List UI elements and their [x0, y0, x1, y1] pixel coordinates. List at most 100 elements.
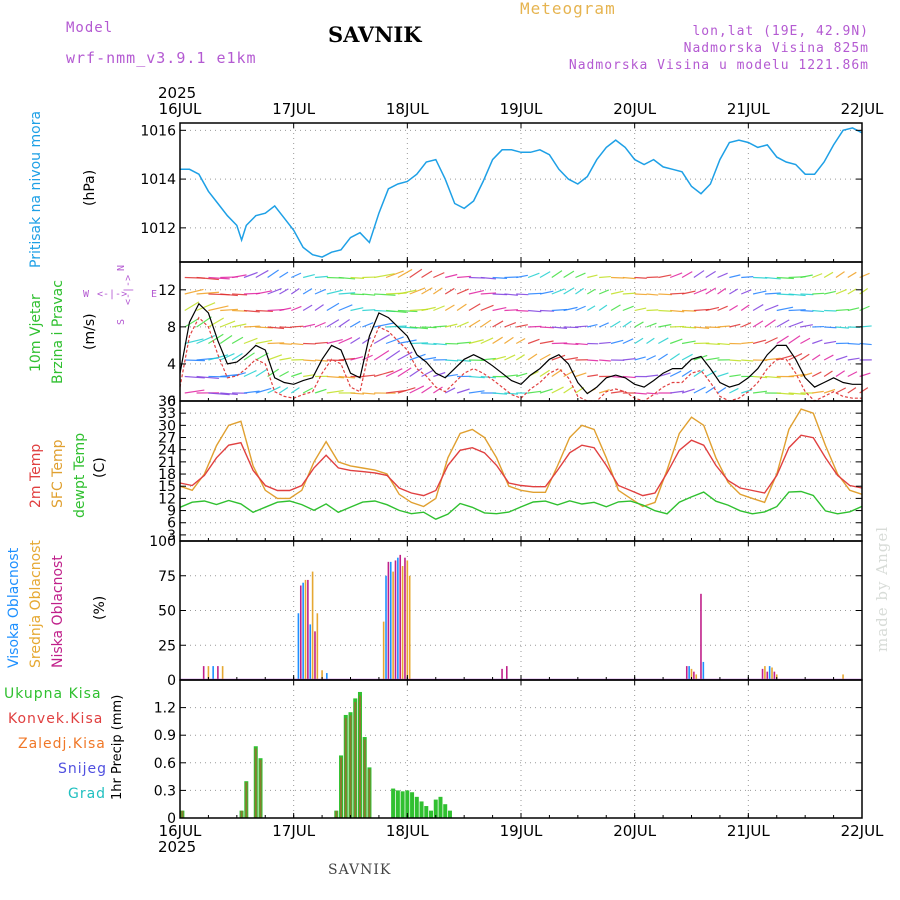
- wind-vector: [527, 272, 540, 279]
- wind-vector: [812, 390, 824, 394]
- wind-vector: [658, 293, 672, 296]
- wind-vector: [444, 287, 455, 295]
- coords-label: lon,lat (19E, 42.9N): [692, 24, 869, 39]
- wind-vector: [599, 341, 611, 345]
- wind-vector: [539, 340, 554, 345]
- wind-vector: [267, 269, 279, 278]
- wind-vector: [409, 385, 425, 394]
- location-title: SAVNIK: [328, 22, 422, 47]
- pressure-tick-label: 1014: [140, 172, 176, 188]
- wind-vector: [232, 293, 248, 296]
- wind-vector: [835, 289, 847, 295]
- wind-vector: [409, 326, 428, 330]
- wind-vector: [729, 374, 741, 378]
- x-tick-label-top: 20JUL: [613, 100, 656, 118]
- wind-vector: [551, 354, 566, 361]
- wind-vector: [338, 276, 356, 280]
- wind-vector: [658, 337, 669, 345]
- wind-vector: [681, 388, 695, 394]
- wind-vector: [433, 287, 443, 295]
- wind-vector: [610, 276, 625, 279]
- wind-vector: [682, 309, 697, 312]
- wind-vector: [338, 357, 356, 361]
- wind-vector: [669, 338, 683, 345]
- wind-vector: [255, 387, 272, 394]
- wind-vector: [847, 342, 860, 345]
- wind-vector: [658, 274, 672, 279]
- wind-vector: [409, 342, 429, 345]
- wind-vector: [528, 309, 542, 313]
- wind-vector: [338, 319, 350, 328]
- wind-vector: [279, 387, 289, 394]
- wind-vector: [764, 304, 779, 312]
- wind-vector: [267, 386, 281, 394]
- wind-vector: [693, 308, 710, 312]
- wind-vector: [243, 309, 260, 313]
- wind-vector: [859, 372, 871, 378]
- pressure-series-line: [180, 127, 863, 258]
- wind-vector: [433, 272, 445, 279]
- wind-vector: [374, 370, 394, 378]
- wind-vector: [421, 342, 437, 346]
- wind-vector: [433, 305, 445, 312]
- data-layer: [179, 127, 872, 818]
- x-tick-label-bottom: 20JUL: [613, 822, 656, 840]
- wind-vector: [741, 289, 752, 295]
- wind-vector: [326, 375, 344, 379]
- sfc-temp-line: [179, 408, 863, 508]
- wind-vector: [220, 308, 238, 312]
- wind-vector: [847, 307, 860, 312]
- wind-vector: [551, 326, 568, 329]
- wind-vector: [255, 339, 273, 345]
- wind-vector: [539, 388, 553, 394]
- cloud-tick-label: 100: [149, 534, 176, 550]
- wind-vector: [290, 288, 300, 295]
- wind-vector: [468, 375, 485, 379]
- precip-panel-frame: [179, 679, 863, 819]
- wind-vector: [492, 355, 507, 361]
- wind-vector: [622, 338, 634, 345]
- wind-vector: [599, 275, 611, 279]
- cloud-tick-label: 50: [158, 604, 176, 620]
- wind-vector: [693, 288, 707, 295]
- wind-vector: [362, 392, 376, 395]
- wind-vector: [480, 319, 492, 328]
- precip-bar-convective: [259, 759, 262, 818]
- wind-vector: [681, 326, 697, 329]
- wind-vector: [634, 276, 647, 279]
- wind-vector: [681, 353, 693, 361]
- wind-vector: [184, 359, 205, 362]
- wind-vector: [350, 337, 361, 345]
- wind-vector: [504, 309, 518, 312]
- wind-vector: [835, 308, 849, 312]
- model-name: wrf-nmm_v3.9.1 e1km: [66, 49, 257, 67]
- wind-vector: [812, 309, 824, 313]
- wind-vector: [492, 276, 508, 279]
- precip-bar-convective: [181, 810, 184, 818]
- wind-vector: [208, 305, 229, 312]
- wind-vector: [303, 373, 316, 378]
- wind-vector: [516, 309, 529, 312]
- wind-vector: [373, 334, 391, 345]
- wind-vector: [445, 359, 459, 362]
- wind-vector: [741, 275, 754, 279]
- wind-vector: [326, 338, 343, 345]
- wind-vector: [847, 357, 860, 361]
- wind-vector: [516, 293, 529, 296]
- wind-vector: [456, 303, 467, 311]
- wind-vector: [468, 289, 484, 295]
- precip-legend-hail: Grad: [68, 786, 107, 802]
- wind-vector: [610, 320, 621, 328]
- wind-vector: [504, 293, 518, 296]
- wind-vector: [445, 323, 458, 328]
- wind-vector: [338, 292, 356, 295]
- wind-tick-label: 4: [167, 357, 176, 373]
- precip-bar-convective: [349, 715, 352, 818]
- x-tick-label-bottom: 21JUL: [727, 822, 770, 840]
- wind-vector: [551, 308, 568, 312]
- wind-vector: [729, 304, 738, 312]
- wind-vector: [243, 337, 258, 345]
- wind-vector: [208, 317, 224, 328]
- wind-vector: [184, 317, 200, 328]
- wind-vector: [267, 288, 282, 295]
